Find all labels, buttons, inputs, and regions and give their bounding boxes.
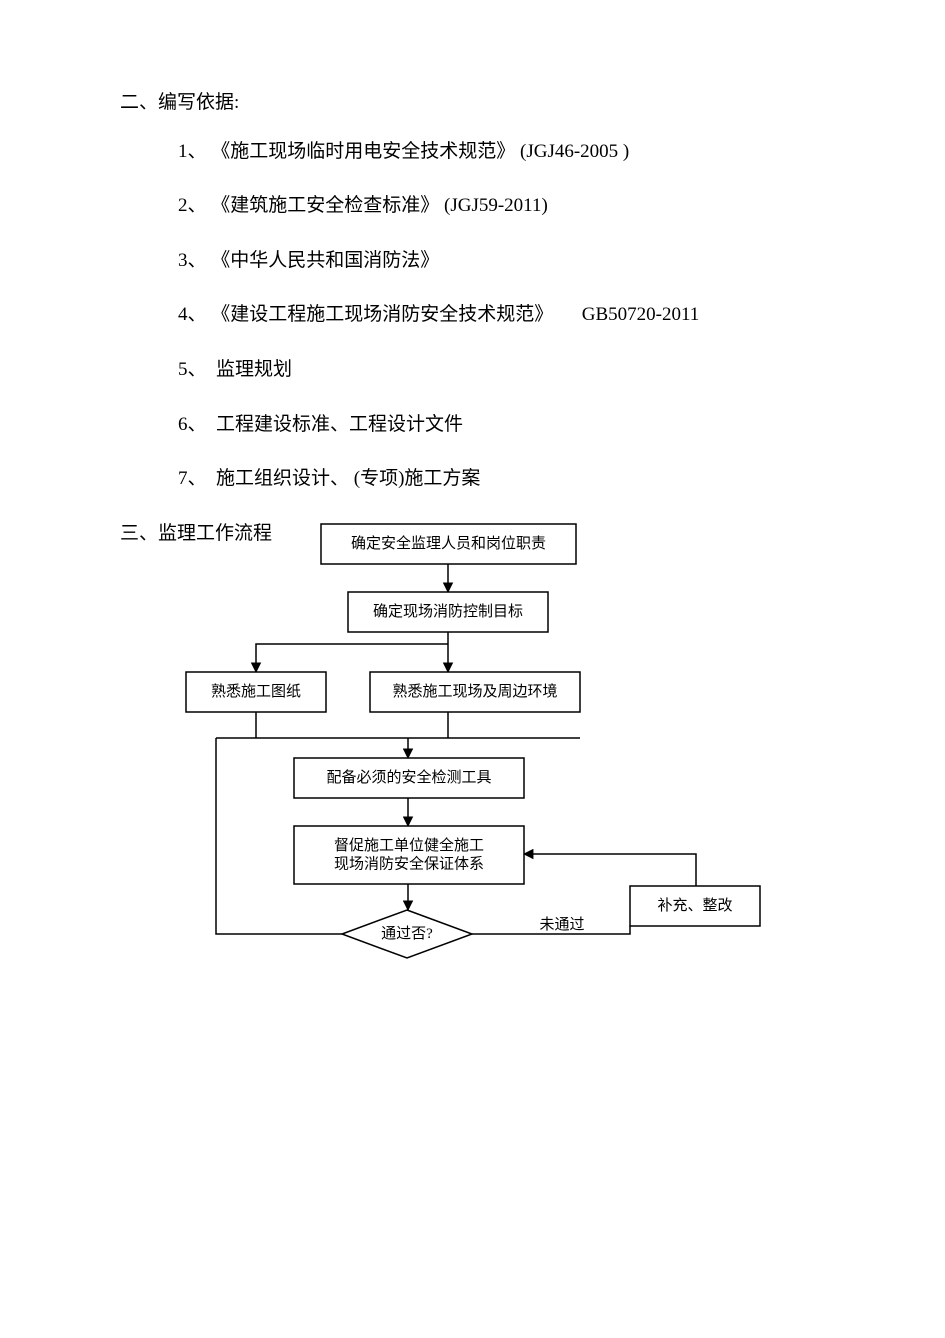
section-2-list: 1、 《施工现场临时用电安全技术规范》 (JGJ46-2005 ) 2、 《建筑…: [120, 139, 825, 493]
section-2-heading: 二、编写依据:: [120, 90, 825, 117]
svg-text:确定现场消防控制目标: 确定现场消防控制目标: [373, 603, 523, 620]
list-item: 1、 《施工现场临时用电安全技术规范》 (JGJ46-2005 ): [178, 139, 825, 166]
flowchart: 确定安全监理人员和岗位职责确定现场消防控制目标熟悉施工图纸 熟悉施工现场及周边环境…: [186, 524, 766, 974]
svg-text:熟悉施工图纸: 熟悉施工图纸: [211, 683, 301, 700]
svg-text:现场消防安全保证体系: 现场消防安全保证体系: [334, 855, 484, 873]
svg-text:确定安全监理人员和岗位职责: 确定安全监理人员和岗位职责: [351, 534, 546, 552]
list-item: 6、 工程建设标准、工程设计文件: [178, 412, 825, 439]
list-item: 7、 施工组织设计、 (专项)施工方案: [178, 466, 825, 493]
svg-text:通过否?: 通过否?: [381, 925, 433, 942]
flowchart-svg: 确定安全监理人员和岗位职责确定现场消防控制目标熟悉施工图纸 熟悉施工现场及周边环境…: [186, 524, 766, 974]
list-item: 5、 监理规划: [178, 357, 825, 384]
svg-text:熟悉施工现场及周边环境: 熟悉施工现场及周边环境: [392, 682, 557, 700]
list-item: 4、 《建设工程施工现场消防安全技术规范》 GB50720-2011: [178, 302, 825, 329]
svg-text:配备必须的安全检测工具: 配备必须的安全检测工具: [326, 768, 491, 786]
list-item: 3、 《中华人民共和国消防法》: [178, 248, 825, 275]
list-item: 2、 《建筑施工安全检查标准》 (JGJ59-2011): [178, 193, 825, 220]
document-page: 二、编写依据: 1、 《施工现场临时用电安全技术规范》 (JGJ46-2005 …: [0, 0, 945, 1338]
svg-text:未通过: 未通过: [539, 916, 584, 933]
svg-text:补充、整改: 补充、整改: [657, 897, 732, 914]
svg-text:督促施工单位健全施工: 督促施工单位健全施工: [334, 836, 484, 854]
